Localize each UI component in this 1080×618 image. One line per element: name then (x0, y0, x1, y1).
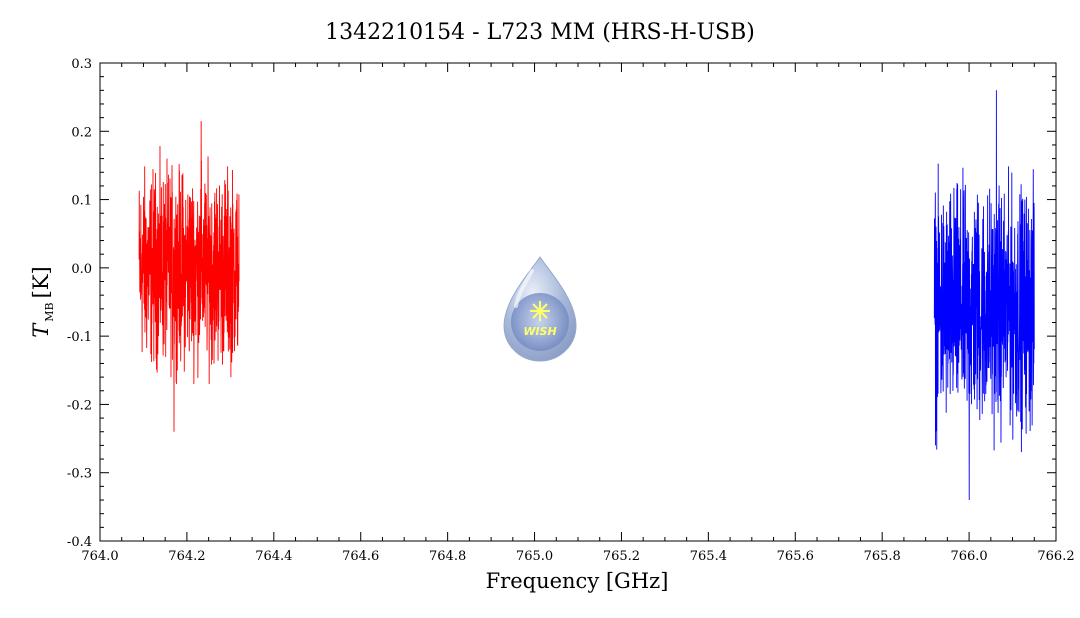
y-axis-label-main: T (29, 322, 53, 338)
y-tick-label: -0.4 (67, 535, 92, 550)
y-tick-label: -0.2 (67, 398, 92, 413)
y-axis-label-sub: MB (43, 302, 56, 321)
x-axis: 764.0 764.2 764.4 764.6 764.8 765.0 765.2 765.4… (81, 63, 1075, 564)
x-tick-label: 764.4 (255, 549, 292, 564)
x-tick-label: 765.4 (690, 549, 727, 564)
y-axis-label-unit: [K] (29, 266, 53, 298)
y-axis: -0.4 -0.3 -0.2 -0.1 0.0 0.1 0.2 0.3 (67, 57, 1056, 550)
x-axis-label: Frequency [GHz] (486, 569, 669, 593)
star-icon (530, 301, 550, 321)
wish-logo: WISH (503, 256, 577, 362)
x-tick-label: 765.0 (516, 549, 553, 564)
x-tick-label: 766.0 (950, 549, 987, 564)
y-tick-label: 0.0 (71, 262, 92, 277)
x-tick-label: 765.6 (777, 549, 814, 564)
x-tick-label: 764.8 (429, 549, 466, 564)
plot-frame (99, 62, 1057, 542)
y-tick-label: 0.1 (71, 194, 92, 209)
x-tick-label: 765.2 (603, 549, 640, 564)
x-tick-label: 765.8 (864, 549, 901, 564)
spectrum-series-1 (138, 121, 240, 432)
x-tick-label: 764.0 (81, 549, 118, 564)
y-tick-label: 0.2 (71, 125, 92, 140)
series-layer (138, 90, 1035, 501)
y-axis-label: TMB [K] (29, 266, 56, 337)
x-tick-label: 764.6 (342, 549, 379, 564)
y-tick-label: -0.1 (67, 330, 92, 345)
x-tick-label: 764.2 (168, 549, 205, 564)
y-tick-label: 0.3 (71, 57, 92, 72)
spectrum-series-2 (933, 90, 1035, 501)
x-tick-label: 766.2 (1037, 549, 1074, 564)
logo-text: WISH (523, 325, 556, 338)
chart-title: 1342210154 - L723 MM (HRS-H-USB) (325, 20, 755, 45)
y-tick-label: -0.3 (67, 467, 92, 482)
